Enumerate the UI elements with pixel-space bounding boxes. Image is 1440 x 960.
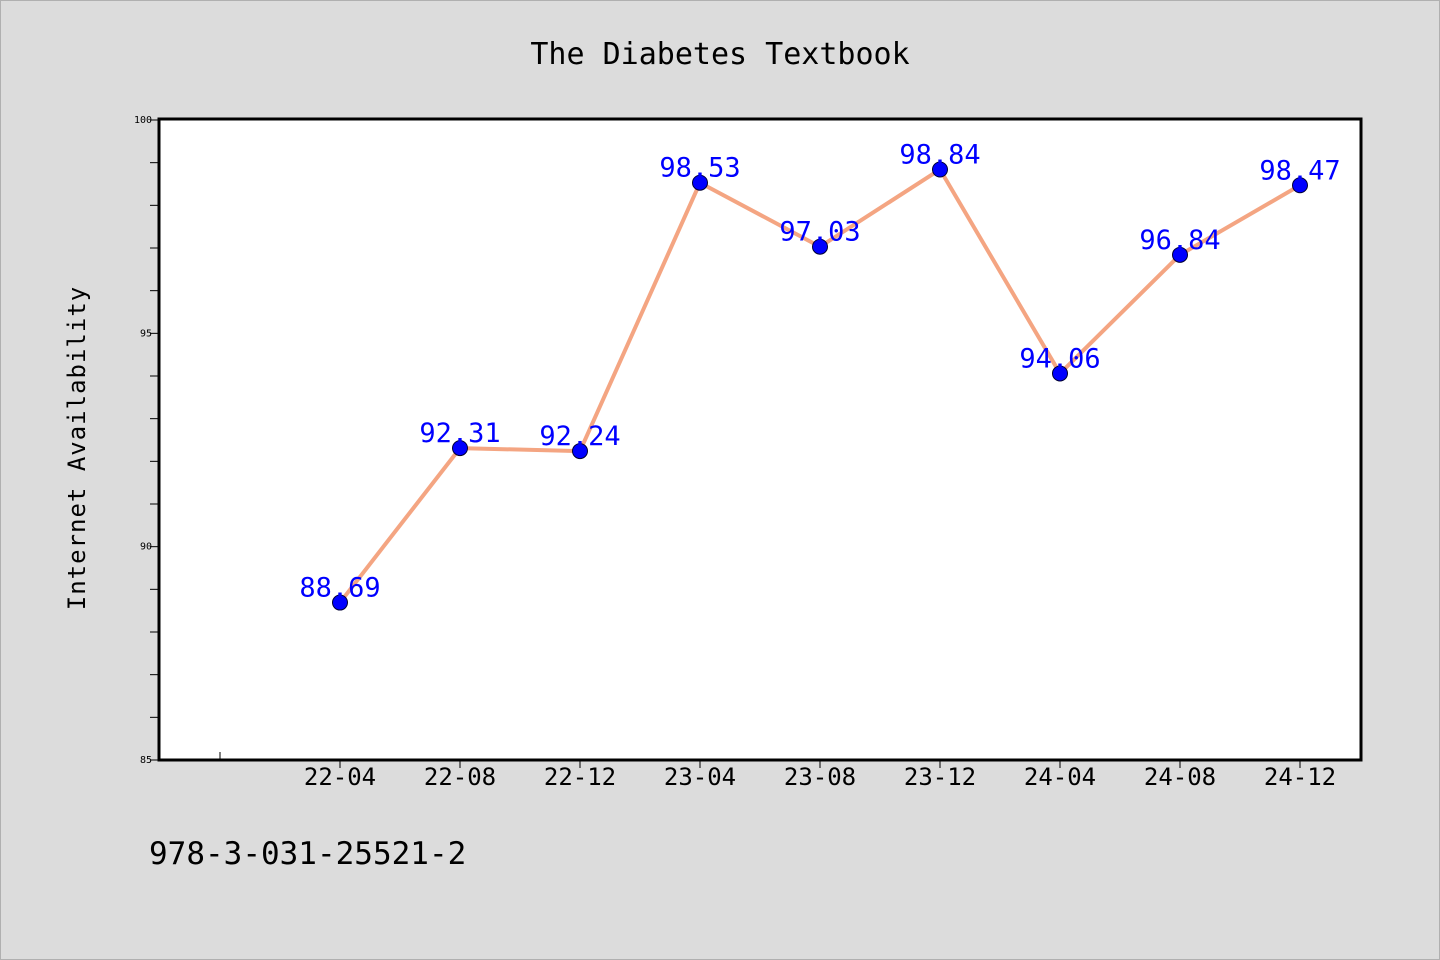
x-tick-label: 22-12: [544, 763, 616, 791]
y-axis-ticks: 85 90 95 100: [134, 115, 160, 766]
series-points-group: [332, 161, 1308, 611]
data-point: [332, 594, 348, 611]
data-label: 94.06: [1019, 343, 1100, 374]
x-tick-label: 24-04: [1024, 763, 1096, 791]
data-label: 92.24: [539, 421, 620, 452]
y-axis-label: Internet Availability: [63, 286, 91, 610]
data-point: [452, 440, 468, 457]
data-point: [1172, 246, 1188, 263]
data-label: 96.84: [1139, 225, 1220, 256]
data-point: [1052, 365, 1068, 382]
y-tick-label: 100: [134, 115, 152, 126]
y-minor-ticks: [150, 162, 160, 718]
x-tick-label: 23-04: [664, 763, 736, 791]
data-label: 88.69: [299, 573, 380, 604]
x-tick-label: 24-12: [1264, 763, 1336, 791]
data-point: [572, 443, 588, 460]
data-label: 98.47: [1259, 155, 1340, 186]
footer-isbn: 978-3-031-25521-2: [149, 836, 466, 872]
x-tick-label: 23-12: [904, 763, 976, 791]
data-label: 98.53: [659, 153, 740, 184]
chart-title: The Diabetes Textbook: [530, 37, 909, 72]
x-tick-label: 23-08: [784, 763, 856, 791]
y-tick-label: 95: [140, 328, 152, 339]
data-point: [692, 174, 708, 191]
data-label: 98.84: [899, 139, 980, 170]
x-axis-ticks: 22-04 22-08 22-12 23-04 23-08 23-12 24-04 24-08…: [219, 752, 1336, 791]
data-point: [1292, 177, 1308, 194]
x-tick-label: 22-08: [424, 763, 496, 791]
y-tick-label: 90: [140, 542, 152, 553]
x-tick-label: 22-04: [304, 763, 376, 791]
plot-area: [157, 117, 1363, 762]
data-label: 97.03: [779, 217, 860, 248]
data-label: 92.31: [419, 418, 500, 449]
data-point: [932, 161, 948, 178]
x-tick-label: 24-08: [1144, 763, 1216, 791]
y-tick-label: 85: [140, 755, 152, 766]
data-labels-group: 88.69 92.31 92.24 98.53 97.03 98.84 94.06 96.84…: [299, 139, 1340, 603]
data-point: [812, 238, 828, 255]
